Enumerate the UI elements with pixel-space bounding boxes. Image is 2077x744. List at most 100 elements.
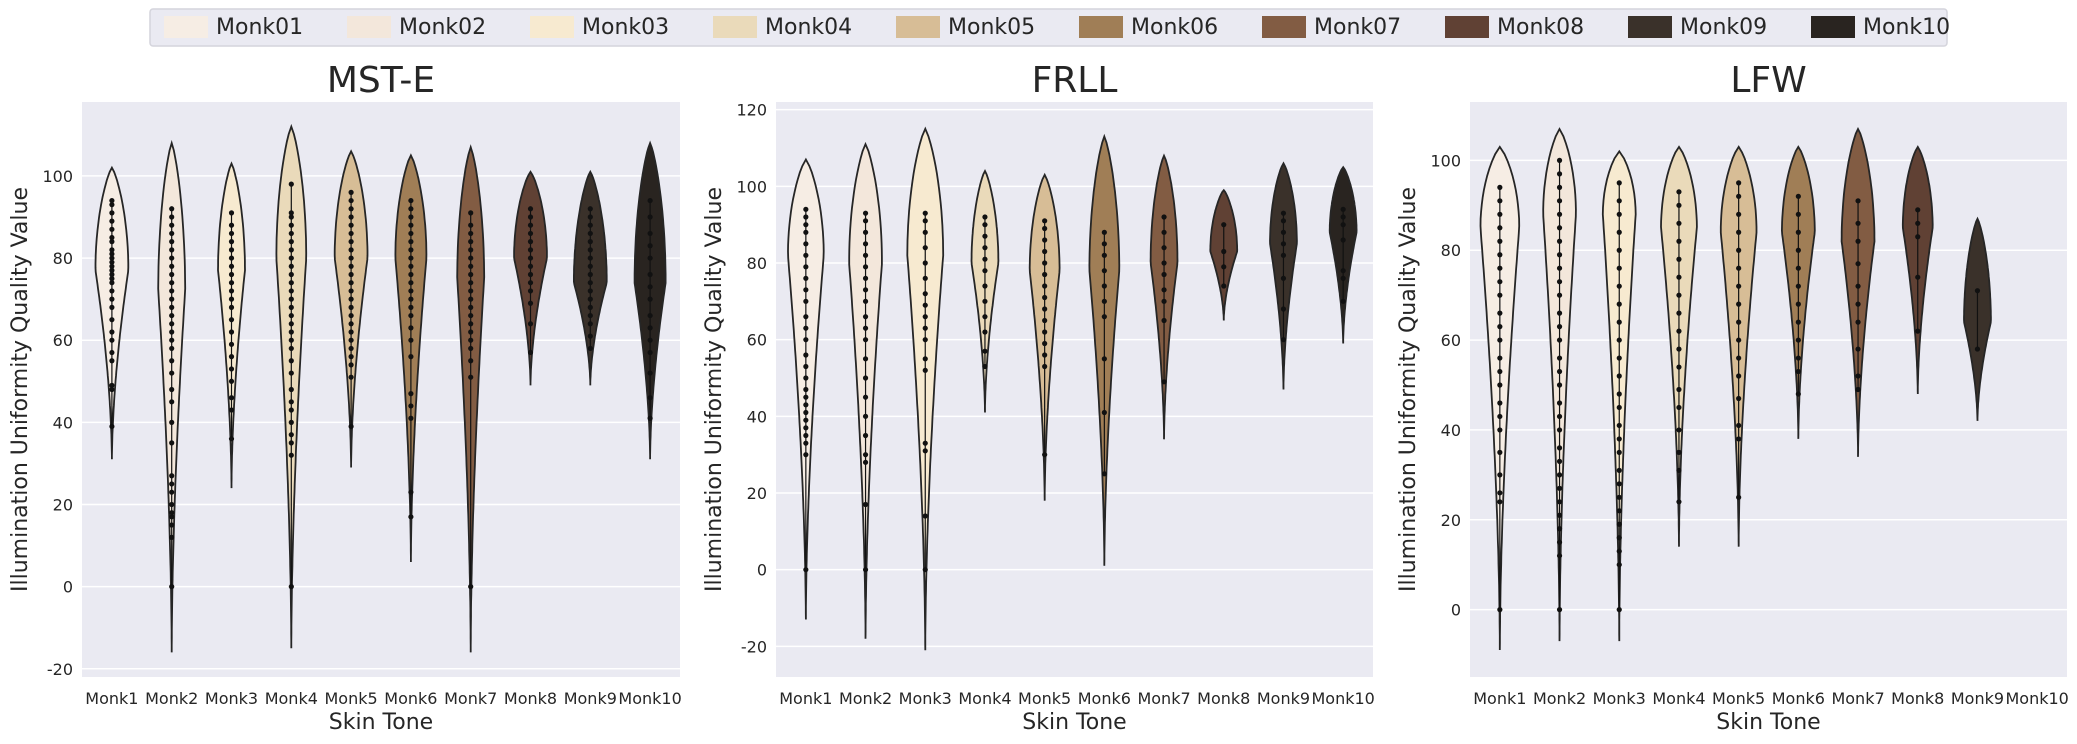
data-point — [922, 229, 928, 235]
legend-frame — [149, 8, 1948, 47]
data-point — [1616, 247, 1622, 253]
data-point — [1280, 229, 1287, 235]
data-point — [922, 291, 928, 297]
data-point — [288, 271, 294, 278]
data-point — [1616, 436, 1622, 442]
x-tick-label: Monk7 — [444, 689, 497, 708]
data-point — [1915, 207, 1921, 213]
x-tick-label: Monk4 — [958, 689, 1011, 708]
data-point — [587, 263, 593, 269]
data-point — [1616, 319, 1622, 325]
data-point — [169, 329, 175, 335]
y-tick-label: 20 — [747, 484, 767, 503]
data-point — [803, 222, 809, 228]
data-point — [228, 329, 235, 335]
data-point — [1556, 238, 1563, 244]
x-tick-label: Monk4 — [1652, 689, 1705, 708]
data-point — [169, 440, 175, 446]
data-point — [862, 264, 869, 270]
chart-panel: -20 0 20 40 60 80 100 Monk1 Monk2 Monk3 Monk4 Monk5… — [8, 60, 682, 735]
x-tick-label: Monk8 — [504, 689, 557, 708]
legend: Monk01 Monk02 Monk03 Monk04 Monk05 Monk06 Monk… — [149, 8, 1950, 47]
data-point — [1101, 314, 1107, 320]
data-point — [468, 584, 474, 590]
data-point — [1676, 386, 1682, 393]
data-point — [1616, 481, 1622, 487]
data-point — [348, 329, 354, 335]
y-tick-label: 40 — [747, 407, 767, 426]
data-point — [922, 210, 928, 216]
data-point — [169, 358, 175, 364]
data-point — [169, 399, 175, 405]
data-point — [647, 255, 653, 261]
data-point — [587, 333, 593, 339]
x-tick-label: Monk10 — [1311, 689, 1374, 708]
legend-swatch — [347, 16, 391, 38]
data-point — [1556, 526, 1563, 532]
data-point — [1736, 337, 1742, 343]
data-point — [1280, 337, 1287, 343]
data-point — [228, 210, 235, 216]
data-point — [348, 321, 354, 327]
data-point — [587, 239, 593, 245]
data-point — [862, 432, 869, 439]
data-point — [169, 312, 175, 319]
y-tick-label: 100 — [42, 167, 73, 186]
data-point — [862, 275, 869, 281]
y-tick-label: 20 — [1441, 511, 1461, 530]
data-point — [527, 214, 534, 220]
data-point — [468, 329, 474, 335]
data-point — [1161, 245, 1167, 251]
y-tick-label: 20 — [53, 496, 73, 515]
data-point — [228, 407, 235, 413]
data-point — [109, 349, 115, 356]
data-point — [803, 394, 809, 400]
data-point — [1497, 400, 1503, 406]
y-tick-label: 80 — [747, 254, 767, 273]
data-point — [288, 370, 294, 376]
data-point — [1497, 211, 1503, 217]
data-point — [468, 296, 474, 302]
data-point — [169, 263, 175, 269]
data-point — [982, 329, 988, 335]
x-tick-label: Monk2 — [145, 689, 198, 708]
data-point — [922, 218, 928, 224]
data-point — [1161, 287, 1167, 293]
data-point — [288, 214, 294, 220]
data-point — [468, 337, 474, 343]
data-point — [1736, 193, 1742, 199]
data-point — [169, 280, 175, 286]
data-point — [922, 367, 928, 373]
data-point — [1497, 238, 1503, 244]
data-point — [348, 263, 354, 269]
plot-background — [82, 102, 680, 677]
data-point — [1915, 274, 1921, 280]
data-point — [348, 304, 354, 310]
data-point — [1736, 395, 1742, 402]
data-point — [228, 436, 235, 442]
data-point — [803, 264, 809, 270]
data-point — [468, 239, 474, 245]
data-point — [169, 222, 175, 228]
data-point — [1676, 404, 1682, 411]
data-point — [288, 280, 294, 286]
data-point — [408, 304, 414, 310]
data-point — [288, 304, 294, 310]
data-point — [109, 247, 115, 253]
data-point — [1616, 607, 1622, 613]
data-point — [527, 300, 534, 306]
data-point — [862, 325, 869, 331]
data-point — [1556, 157, 1563, 163]
data-point — [647, 415, 653, 421]
data-point — [408, 247, 414, 253]
data-point — [1556, 607, 1563, 613]
legend-swatch — [713, 16, 757, 38]
data-point — [1556, 382, 1563, 388]
data-point — [1855, 346, 1861, 352]
legend-swatch — [164, 16, 208, 38]
data-point — [647, 271, 653, 278]
data-point — [647, 312, 653, 319]
legend-label: Monk01 — [216, 15, 303, 40]
data-point — [587, 280, 593, 286]
data-point — [1497, 310, 1503, 316]
